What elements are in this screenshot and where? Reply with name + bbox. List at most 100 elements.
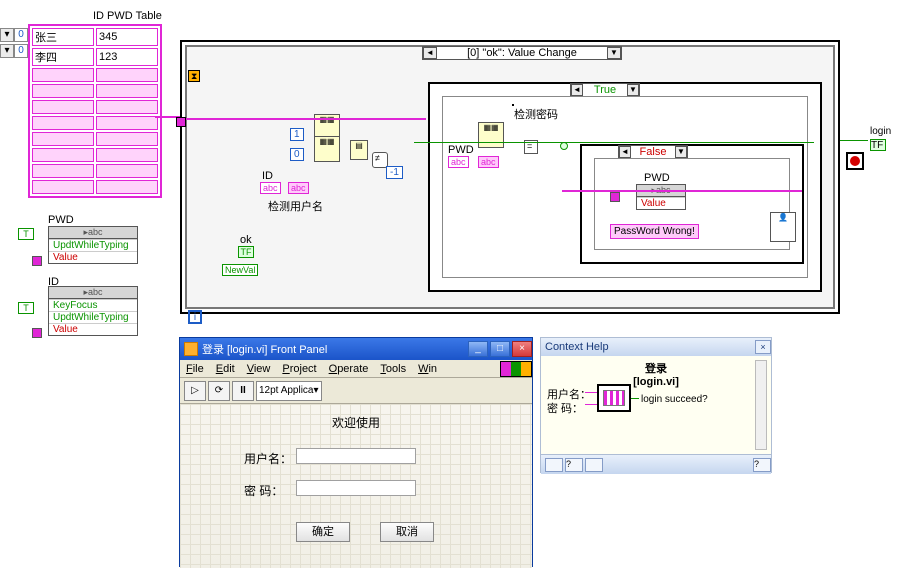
table-row (32, 116, 158, 130)
close-button[interactable]: × (512, 341, 532, 357)
lock-help-button[interactable] (545, 458, 563, 472)
close-button[interactable]: × (755, 340, 771, 354)
num-const-minus1: -1 (386, 166, 403, 179)
detailed-help-button[interactable]: ? (565, 458, 583, 472)
table-index-ctrl[interactable]: ▾ (0, 44, 14, 58)
case-structure-true[interactable]: ◄True▼ ▦▦ 检测密码 PWD abc abc = ◄False▼ PWD… (428, 82, 822, 292)
table-index-val[interactable]: 0 (14, 44, 28, 58)
ctx-output-label: login succeed? (641, 394, 708, 405)
password-input[interactable] (296, 480, 416, 496)
next-case-icon[interactable]: ▼ (607, 47, 621, 59)
table-row: 李四123 (32, 48, 158, 66)
menu-file[interactable]: File (180, 363, 210, 375)
table-row (32, 164, 158, 178)
tunnel (176, 117, 186, 127)
id-pwd-table[interactable]: 张三345 李四123 (28, 24, 162, 198)
vi-name: 登录 (545, 360, 767, 376)
id-terminal: abc (260, 182, 281, 194)
check-pwd-label: 检测密码 (514, 106, 558, 122)
timeout-terminal: ⧗ (188, 70, 200, 82)
num-const-0: 0 (290, 148, 304, 161)
table-label: ID PWD Table (93, 10, 162, 22)
window-title: 登录 [login.vi] Front Panel (202, 341, 327, 357)
table-row (32, 84, 158, 98)
context-help-body: 登录 [login.vi] 用户名： 密 码： login succeed? (541, 356, 771, 454)
string-local: abc (478, 156, 499, 168)
wire (562, 190, 802, 192)
front-panel-canvas[interactable]: 欢迎使用 用户名： 密 码： 确定 取消 (180, 404, 532, 568)
run-cont-button[interactable]: ⟳ (208, 381, 230, 401)
wire (840, 140, 868, 141)
menu-tools[interactable]: Tools (374, 363, 412, 375)
menu-project[interactable]: Project (276, 363, 322, 375)
login-indicator: login TF (870, 126, 891, 151)
wire (414, 142, 814, 143)
scrollbar[interactable] (755, 360, 767, 450)
check-username-label: 检测用户名 (268, 198, 323, 214)
prev-case-icon[interactable]: ◄ (423, 47, 437, 59)
id-label: ID (262, 170, 273, 182)
wire (186, 118, 426, 120)
username-input[interactable] (296, 448, 416, 464)
index-array-icon: ▦▦ (314, 136, 340, 162)
index-array-icon: ▦▦ (478, 122, 504, 148)
pwd-label: PWD (644, 172, 670, 184)
case-structure-false[interactable]: ◄False▼ PWD ▸abc Value PassWord Wrong! 👤 (580, 144, 804, 264)
menu-operate[interactable]: Operate (323, 363, 375, 375)
table-row (32, 100, 158, 114)
case-selector[interactable]: ◄False▼ (618, 145, 688, 159)
vi-icon (184, 342, 198, 356)
case-selector[interactable]: ◄True▼ (570, 83, 640, 97)
menu-edit[interactable]: Edit (210, 363, 241, 375)
ok-terminal: TF (238, 246, 254, 258)
event-case-selector[interactable]: ◄ [0] "ok": Value Change ▼ (422, 46, 622, 60)
table-index-val[interactable]: 0 (14, 28, 28, 42)
bool-tunnel (560, 142, 568, 150)
pwd-terminal: abc (448, 156, 469, 168)
string-const (32, 328, 42, 338)
event-structure[interactable]: ◄ [0] "ok": Value Change ▼ ⧗ 1 0 ▦▦ ▦▦ I… (180, 40, 840, 314)
string-const (32, 256, 42, 266)
newval-terminal: NewVal (222, 264, 258, 276)
more-help-button[interactable]: ? (753, 458, 771, 472)
stop-terminal (846, 152, 864, 170)
ctx-pwd-label: 密 码： (547, 400, 583, 416)
font-selector[interactable]: 12pt Applica ▾ (256, 381, 322, 401)
cancel-button[interactable]: 取消 (380, 522, 434, 542)
toolbar: ▷ ⟳ II 12pt Applica ▾ (180, 378, 532, 404)
table-row: 张三345 (32, 28, 158, 46)
table-row (32, 180, 158, 194)
string-local: abc (288, 182, 309, 194)
menubar[interactable]: File Edit View Project Operate Tools Win (180, 360, 532, 378)
ok-button[interactable]: 确定 (296, 522, 350, 542)
titlebar[interactable]: 登录 [login.vi] Front Panel _ □ × (180, 338, 532, 360)
password-label: 密 码： (244, 482, 283, 499)
dialog-node: 👤 (770, 212, 796, 242)
username-label: 用户名： (244, 450, 292, 467)
bool-true-const: T (18, 302, 34, 314)
context-help-window[interactable]: Context Help × 登录 [login.vi] 用户名： 密 码： l… (540, 337, 772, 473)
num-const-1: 1 (290, 128, 304, 141)
password-wrong-const: PassWord Wrong! (610, 224, 699, 239)
pause-button[interactable]: II (232, 381, 254, 401)
menu-view[interactable]: View (241, 363, 277, 375)
minimize-button[interactable]: _ (468, 341, 488, 357)
context-help-titlebar[interactable]: Context Help × (541, 338, 771, 356)
search-1d-node: ▤ (350, 140, 368, 160)
menu-window[interactable]: Win (412, 363, 443, 375)
table-row (32, 132, 158, 146)
pwd-label: PWD (448, 144, 474, 156)
table-row (32, 148, 158, 162)
bool-true-const: T (18, 228, 34, 240)
help-button[interactable] (585, 458, 603, 472)
context-help-footer: ? ? (541, 454, 771, 474)
run-button[interactable]: ▷ (184, 381, 206, 401)
maximize-button[interactable]: □ (490, 341, 510, 357)
id-property-node[interactable]: ▸abc KeyFocus UpdtWhileTyping Value (48, 286, 138, 336)
welcome-label: 欢迎使用 (180, 414, 532, 431)
pwd-value-property[interactable]: ▸abc Value (636, 184, 686, 210)
bool-indicator: TF (870, 139, 886, 151)
front-panel-window[interactable]: 登录 [login.vi] Front Panel _ □ × File Edi… (179, 337, 533, 567)
table-index-ctrl[interactable]: ▾ (0, 28, 14, 42)
pwd-property-node[interactable]: ▸abc UpdtWhileTyping Value (48, 226, 138, 264)
